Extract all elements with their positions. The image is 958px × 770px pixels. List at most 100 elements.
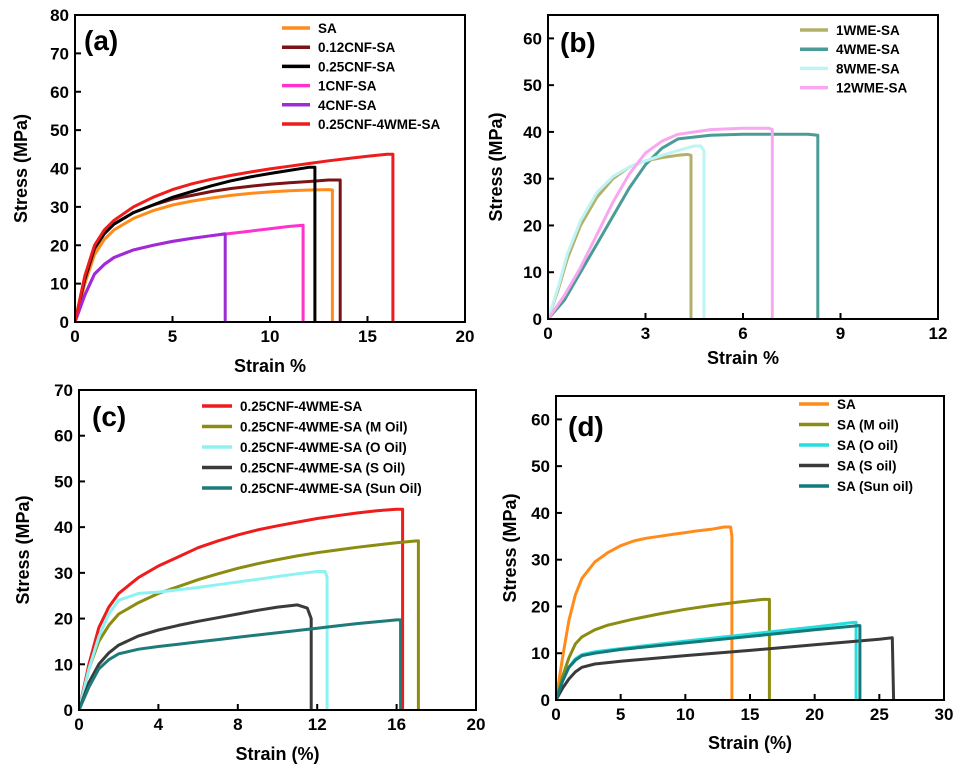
x-tick-label: 25 [870,705,889,724]
legend-label: 1CNF-SA [318,79,377,94]
y-tick-label: 20 [531,597,550,616]
x-axis-label: Strain (%) [708,733,792,753]
legend-label: 0.25CNF-4WME-SA (Sun Oil) [240,481,422,496]
y-tick-label: 20 [54,610,73,629]
y-tick-label: 0 [60,313,69,332]
panel-label: (a) [84,25,118,56]
y-axis-label: Stress (MPa) [486,112,506,221]
panel-c: 0 4 8 12 16 20 0 10 20 30 40 50 60 70 Strain (%) Stress… [13,381,486,764]
x-tick-label: 5 [616,705,625,724]
series-line-2 [79,570,329,710]
x-tick-label: 8 [233,715,242,734]
x-axis-label: Strain (%) [235,744,319,764]
series-line-3 [556,636,896,700]
y-tick-label: 0 [533,310,542,329]
panel-label: (c) [92,401,126,432]
x-tick-label: 0 [74,715,83,734]
legend-label: 12WME-SA [836,81,908,96]
legend-label: SA [837,397,856,412]
legend-label: 0.25CNF-4WME-SA [240,399,363,414]
y-tick-label: 10 [50,275,69,294]
y-axis-label: Stress (MPa) [13,495,33,604]
x-tick-label: 15 [741,705,760,724]
legend-label: 4WME-SA [836,42,900,57]
y-tick-label: 50 [531,457,550,476]
legend-label: 1WME-SA [836,23,900,38]
y-axis-label: Stress (MPa) [11,114,31,223]
legend-label: SA (O oil) [837,438,898,453]
legend: 0.25CNF-4WME-SA 0.25CNF-4WME-SA (M Oil) 0.… [202,399,422,496]
x-tick-label: 4 [154,715,164,734]
legend-label: SA (M oil) [837,418,899,433]
y-tick-label: 20 [50,236,69,255]
legend: SA SA (M oil) SA (O oil) SA (S oil) SA (Sun … [799,397,913,494]
y-tick-label: 50 [50,121,69,140]
x-tick-label: 20 [456,327,475,346]
series-line-4 [556,624,862,700]
x-tick-label: 0 [543,324,552,343]
panel-a: 0 5 10 15 20 0 10 20 30 40 50 60 70 80 Strain % Stress … [11,6,475,376]
panel-b: 0 3 6 9 12 0 10 20 30 40 50 60 Strain % Stress (MPa) (… [486,14,948,368]
legend-label: 0.12CNF-SA [318,40,396,55]
y-tick-label: 70 [54,381,73,400]
x-tick-label: 0 [70,327,79,346]
series-line-4 [79,618,403,710]
legend-label: 8WME-SA [836,61,900,76]
series-line-4 [75,232,227,322]
y-tick-label: 30 [531,551,550,570]
y-tick-label: 20 [523,216,542,235]
panel-label: (b) [560,27,596,58]
y-tick-label: 50 [523,76,542,95]
legend: 1WME-SA 4WME-SA 8WME-SA 12WME-SA [800,23,908,96]
x-axis-label: Strain % [234,356,306,376]
series-line-0 [556,525,734,700]
legend-label: SA (S oil) [837,459,897,474]
series-group [79,507,420,710]
legend-label: SA [318,21,337,36]
panel-label: (d) [568,411,604,442]
legend-label: 0.25CNF-4WME-SA (S Oil) [240,461,405,476]
series-line-1 [548,132,820,319]
x-tick-label: 5 [168,327,177,346]
x-tick-label: 12 [929,324,948,343]
series-group [75,152,395,322]
y-tick-label: 60 [50,83,69,102]
x-tick-label: 3 [641,324,650,343]
y-tick-label: 70 [50,44,69,63]
y-tick-label: 40 [523,123,542,142]
y-tick-label: 50 [54,472,73,491]
x-axis-label: Strain % [707,348,779,368]
x-tick-label: 20 [805,705,824,724]
series-line-2 [548,144,706,319]
legend-label: 0.25CNF-4WME-SA (M Oil) [240,420,408,435]
series-line-1 [556,597,771,700]
y-axis-label: Stress (MPa) [500,493,520,602]
x-tick-label: 20 [467,715,486,734]
y-tick-label: 60 [531,410,550,429]
panel-d: 0 5 10 15 20 25 30 0 10 20 30 40 50 60 Strain (%) Stres… [500,395,954,753]
x-tick-label: 15 [358,327,377,346]
y-tick-label: 60 [54,427,73,446]
series-line-2 [75,165,317,322]
series-line-3 [79,603,313,710]
y-tick-label: 40 [54,518,73,537]
legend-label: 0.25CNF-SA [318,59,396,74]
y-tick-label: 40 [531,504,550,523]
y-tick-label: 10 [531,644,550,663]
y-tick-label: 0 [64,701,73,720]
y-tick-label: 60 [523,29,542,48]
legend-label: 4CNF-SA [318,98,377,113]
x-tick-label: 30 [935,705,954,724]
x-tick-label: 0 [551,705,560,724]
plot-frame [78,389,477,711]
series-line-0 [79,507,405,710]
y-tick-label: 10 [523,263,542,282]
y-tick-label: 0 [541,691,550,710]
y-tick-label: 30 [50,198,69,217]
series-line-1 [79,539,420,710]
series-line-3 [548,126,774,319]
series-line-1 [75,178,342,322]
series-line-0 [75,188,334,322]
series-group [548,126,820,319]
